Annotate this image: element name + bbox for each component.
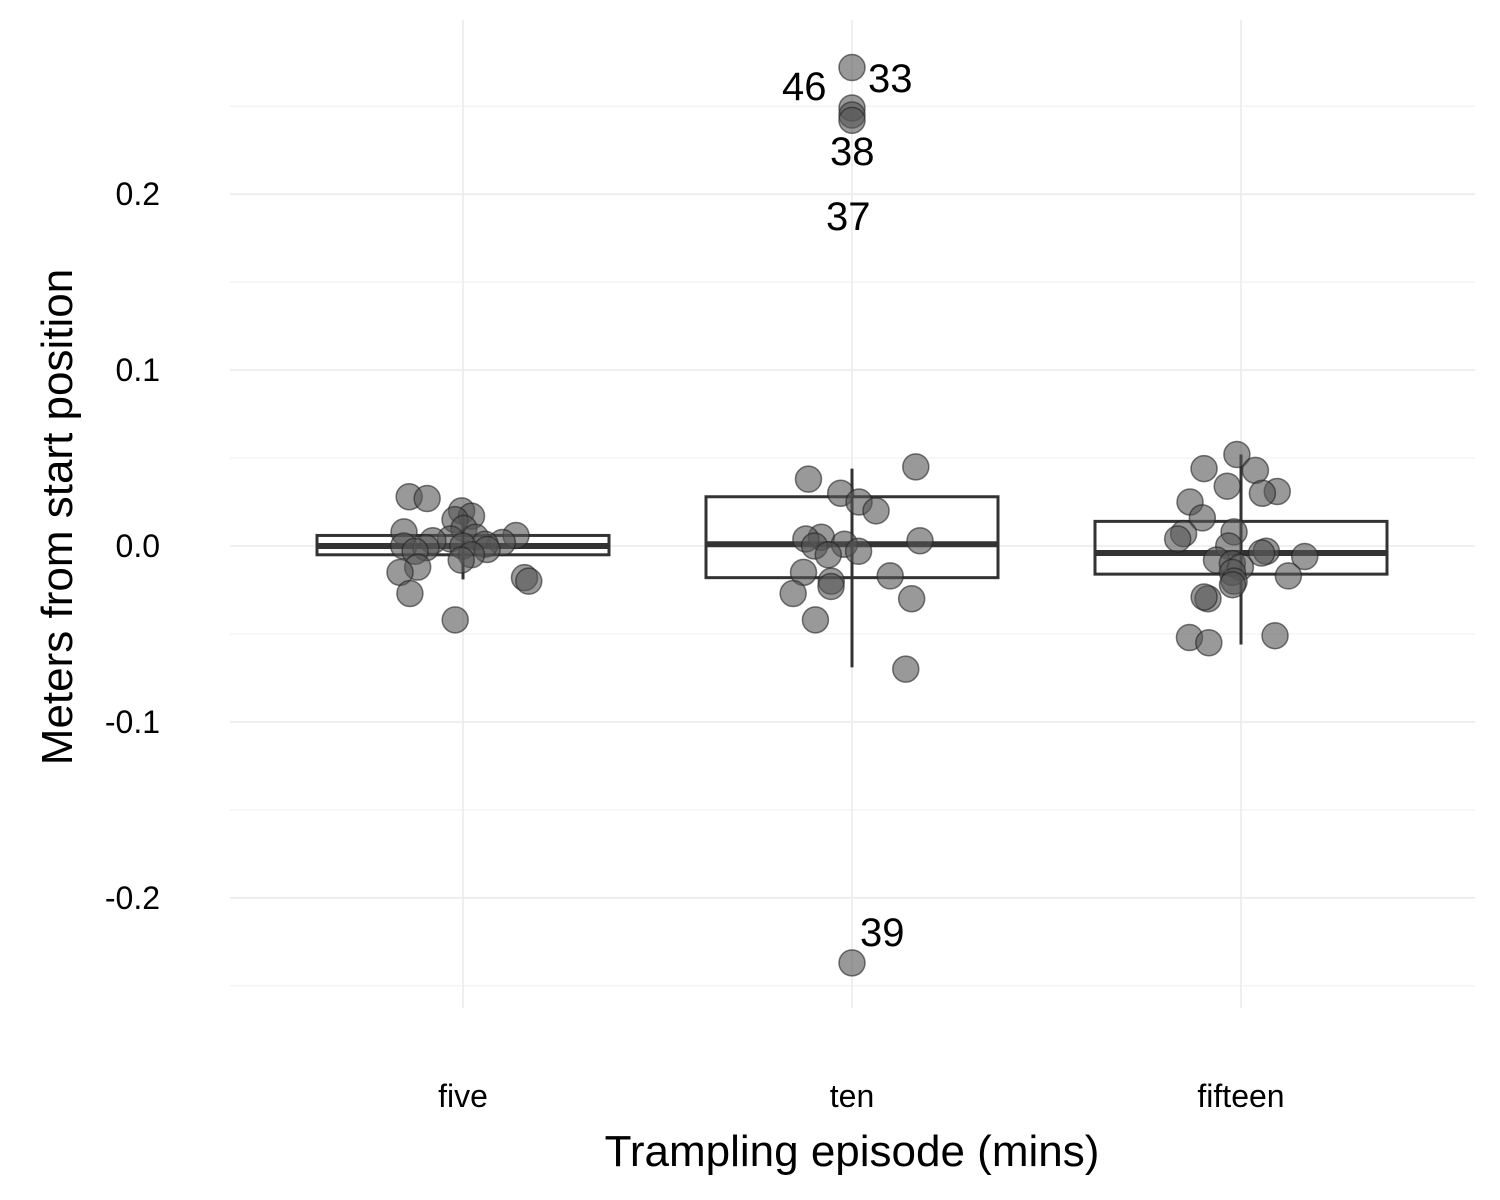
data-point xyxy=(897,585,926,613)
data-point xyxy=(1190,583,1218,611)
data-point xyxy=(817,572,845,601)
y-tick-label: 0.2 xyxy=(116,176,160,212)
outlier-label: 46 xyxy=(782,65,827,109)
data-point xyxy=(794,465,823,493)
outlier-label: 39 xyxy=(860,911,905,955)
data-point xyxy=(862,497,890,525)
data-point xyxy=(902,453,930,481)
data-point xyxy=(1261,621,1289,650)
data-point xyxy=(1248,479,1277,507)
x-tick-label: fifteen xyxy=(1197,1078,1284,1114)
data-point xyxy=(814,541,843,569)
data-point xyxy=(892,655,920,683)
x-axis-title: Trampling episode (mins) xyxy=(605,1127,1100,1176)
x-tick-label: five xyxy=(438,1078,488,1114)
outlier-label: 37 xyxy=(826,195,871,239)
data-point xyxy=(1290,542,1319,571)
data-point xyxy=(396,579,424,608)
data-point xyxy=(1190,454,1218,483)
data-point xyxy=(1241,456,1270,485)
y-tick-label: 0.0 xyxy=(116,528,160,564)
data-point xyxy=(876,562,904,590)
data-point xyxy=(1274,562,1303,590)
data-point xyxy=(1247,539,1276,567)
data-point xyxy=(801,606,830,634)
data-point xyxy=(515,567,543,595)
data-point xyxy=(844,537,873,566)
data-point xyxy=(1223,440,1251,469)
outlier-label: 33 xyxy=(868,57,913,101)
x-tick-label: ten xyxy=(830,1078,874,1114)
y-tick-label: -0.1 xyxy=(105,704,160,740)
data-point xyxy=(1218,570,1247,599)
outlier-point xyxy=(838,53,866,82)
y-tick-label: -0.2 xyxy=(105,880,160,916)
outlier-point xyxy=(838,949,866,977)
data-point xyxy=(1163,525,1192,553)
outlier-point xyxy=(838,106,866,135)
data-point xyxy=(779,579,807,608)
x-axis-ticks: five ten fifteen xyxy=(438,1078,1284,1114)
y-axis-ticks: -0.2 -0.1 0.0 0.1 0.2 xyxy=(105,176,160,916)
y-axis-title: Meters from start position xyxy=(33,269,82,765)
outlier-label: 38 xyxy=(830,130,875,174)
data-point xyxy=(1213,472,1241,500)
data-point xyxy=(447,546,475,574)
data-point xyxy=(441,606,469,634)
data-point xyxy=(1195,628,1223,657)
data-point xyxy=(906,526,934,555)
y-tick-label: 0.1 xyxy=(116,352,160,388)
data-points xyxy=(386,440,1319,683)
data-point xyxy=(413,484,441,513)
data-point xyxy=(1188,504,1217,532)
